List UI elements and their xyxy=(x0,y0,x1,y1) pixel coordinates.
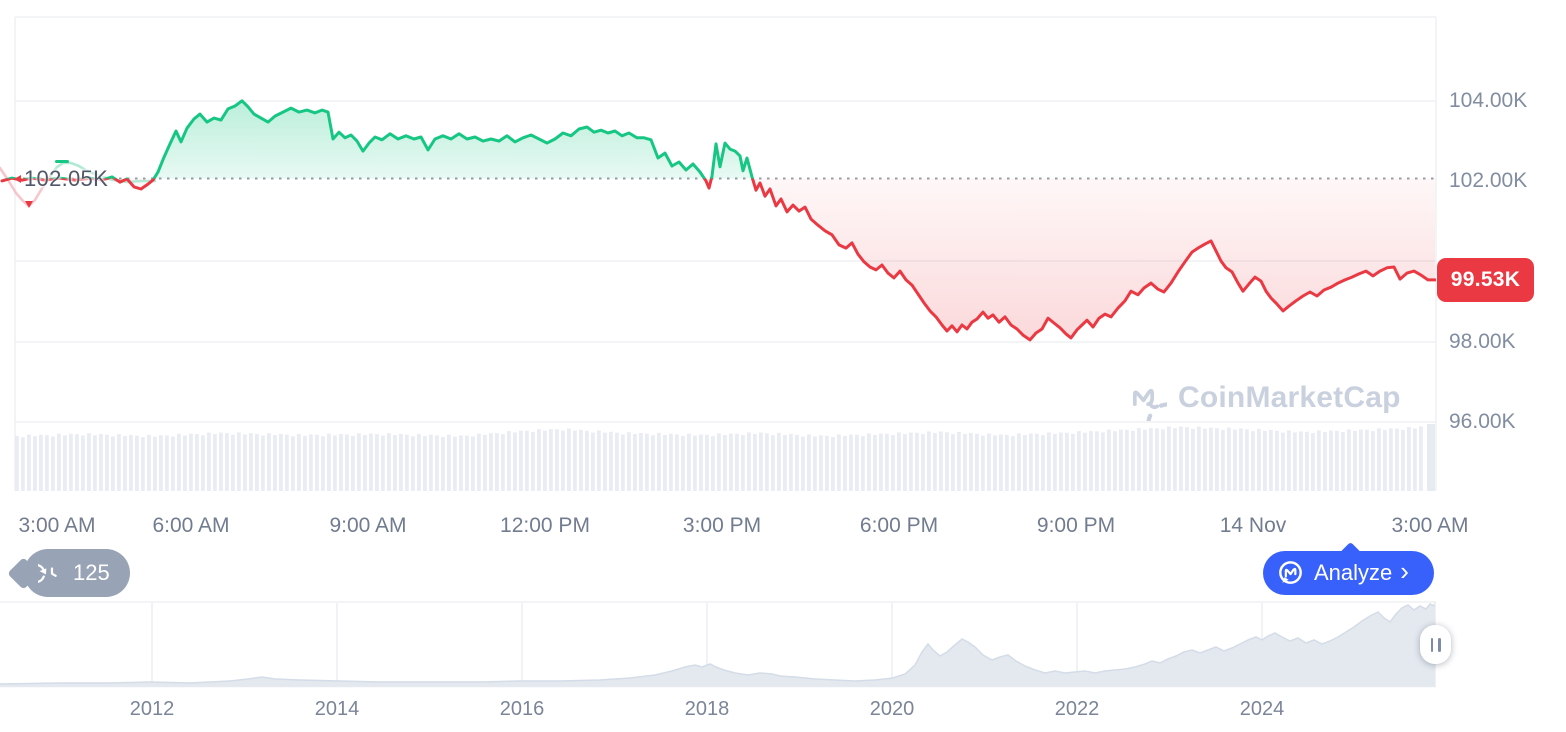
year-label: 2014 xyxy=(314,698,360,720)
drag-handle-icon xyxy=(1430,637,1433,652)
y-axis-label: 96.00K xyxy=(1449,410,1516,433)
cmc-chat-icon xyxy=(1279,560,1302,584)
year-label: 2012 xyxy=(129,698,175,720)
volume-bars xyxy=(15,424,1435,492)
history-clock-icon xyxy=(38,563,57,583)
year-label: 2020 xyxy=(869,698,915,720)
chevron-right-icon: › xyxy=(1400,556,1409,586)
minimap-area xyxy=(0,604,1435,687)
x-axis-label: 3:00 AM xyxy=(18,514,96,537)
analyze-button[interactable]: Analyze › xyxy=(1263,541,1434,595)
y-axis-label: 102.00K xyxy=(1449,169,1528,192)
y-axis-label: 98.00K xyxy=(1449,330,1516,353)
year-label: 2024 xyxy=(1239,698,1285,720)
x-axis-label: 9:00 AM xyxy=(329,514,407,537)
history-count: 125 xyxy=(73,560,110,585)
range-selector-minimap xyxy=(0,601,1436,688)
edge-marker xyxy=(14,175,21,183)
year-label: 2016 xyxy=(499,698,545,720)
x-axis-label: 3:00 PM xyxy=(682,514,762,537)
current-price-badge: 99.53K xyxy=(1437,258,1534,302)
range-selector-handle[interactable] xyxy=(1420,625,1451,664)
x-axis-label: 3:00 AM xyxy=(1391,514,1469,537)
year-label: 2018 xyxy=(684,698,730,720)
gridlines xyxy=(14,16,1437,491)
price-line-down xyxy=(0,178,1436,342)
x-axis-label: 12:00 PM xyxy=(500,514,590,537)
coinmarketcap-watermark: CoinMarketCap xyxy=(1120,374,1401,421)
high-marker xyxy=(55,160,69,163)
watermark-text: CoinMarketCap xyxy=(1178,380,1401,414)
coinmarketcap-logo-icon xyxy=(1132,388,1167,421)
x-axis-label: 6:00 PM xyxy=(859,514,939,537)
x-axis-label: 9:00 PM xyxy=(1036,514,1116,537)
price-line-up xyxy=(5,99,755,179)
analyze-label: Analyze xyxy=(1314,560,1393,585)
area-fill-down xyxy=(2,178,1435,340)
baseline-price-label: 102.05K xyxy=(24,166,109,191)
x-axis-label: 6:00 AM xyxy=(152,514,230,537)
low-marker xyxy=(25,201,33,208)
year-label: 2022 xyxy=(1054,698,1100,720)
drag-handle-icon xyxy=(1438,637,1441,652)
x-axis-label: 14 Nov xyxy=(1219,514,1287,537)
y-axis-label: 104.00K xyxy=(1449,89,1528,112)
minimap-line xyxy=(0,603,1436,685)
